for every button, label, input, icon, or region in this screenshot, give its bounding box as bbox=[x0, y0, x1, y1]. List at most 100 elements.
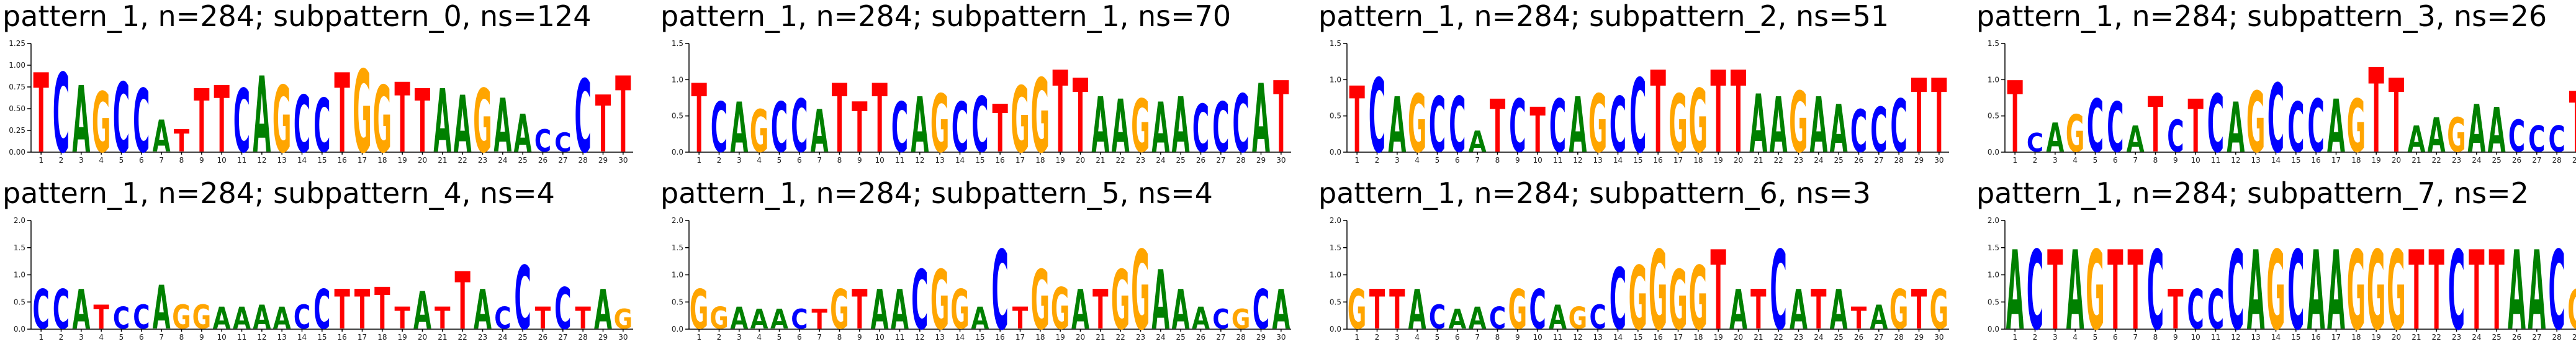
logo-letter: T bbox=[1931, 57, 1947, 175]
logo-letter: G bbox=[1689, 249, 1708, 350]
xtick-label: 18 bbox=[1693, 156, 1703, 165]
logo-letter: T bbox=[852, 88, 867, 168]
xtick-label: 16 bbox=[2312, 333, 2321, 342]
logo-letter: T bbox=[435, 301, 451, 336]
logo-letter: C bbox=[33, 278, 50, 342]
logo-letter: G bbox=[1689, 72, 1708, 173]
logo-letter: G bbox=[1232, 303, 1251, 335]
xtick-label: 22 bbox=[1116, 156, 1125, 165]
xtick-label: 9 bbox=[1515, 333, 1520, 342]
xtick-label: 5 bbox=[777, 333, 782, 342]
logo-letter: G bbox=[1889, 278, 1909, 342]
xtick-label: 22 bbox=[1774, 333, 1783, 342]
xtick-label: 2 bbox=[59, 333, 64, 342]
xtick-label: 22 bbox=[2432, 333, 2441, 342]
logo-letter: C bbox=[133, 72, 150, 173]
logo-letter: G bbox=[2367, 228, 2386, 354]
xtick-label: 13 bbox=[935, 333, 945, 342]
logo-letter: C bbox=[791, 86, 808, 170]
xtick-label: 4 bbox=[1415, 156, 1420, 165]
logo-letter: G bbox=[2246, 75, 2266, 171]
logo-letter: C bbox=[1429, 299, 1446, 337]
logo-letter: A bbox=[72, 278, 90, 342]
xtick-label: 3 bbox=[737, 156, 742, 165]
logo-letter: A bbox=[1071, 278, 1089, 342]
logo-letter: C bbox=[113, 63, 130, 175]
panel-title: pattern_1, n=284; subpattern_6, ns=3 bbox=[1318, 176, 1871, 210]
xtick-label: 19 bbox=[1056, 156, 1065, 165]
xtick-label: 27 bbox=[2532, 333, 2541, 342]
xtick-label: 24 bbox=[2472, 156, 2481, 165]
logo-letter: T bbox=[811, 303, 827, 335]
logo-letter: G bbox=[709, 301, 729, 336]
xtick-label: 7 bbox=[2133, 333, 2138, 342]
logo-letter: C bbox=[992, 228, 1009, 354]
logo-letter: T bbox=[1052, 47, 1068, 178]
logo-panel-0: pattern_1, n=284; subpattern_0, ns=124 0.… bbox=[2, 0, 633, 178]
logo-letter: A bbox=[971, 301, 989, 336]
xtick-label: 28 bbox=[1894, 333, 1904, 342]
logo-letter: C bbox=[952, 88, 968, 168]
ytick-label: 0.5 bbox=[1988, 112, 1999, 120]
ytick-label: 0.5 bbox=[672, 112, 683, 120]
xtick-label: 14 bbox=[955, 333, 965, 342]
logo-letter: T bbox=[1851, 301, 1867, 336]
xtick-label: 2 bbox=[717, 156, 722, 165]
xtick-label: 14 bbox=[2271, 333, 2281, 342]
panel-title: pattern_1, n=284; subpattern_3, ns=26 bbox=[1976, 0, 2547, 33]
xtick-label: 1 bbox=[38, 333, 43, 342]
xtick-label: 21 bbox=[438, 333, 447, 342]
xtick-label: 23 bbox=[2452, 156, 2461, 165]
logo-letter: G bbox=[2447, 109, 2466, 163]
xtick-label: 15 bbox=[1633, 333, 1642, 342]
logo-panel-6: pattern_1, n=284; subpattern_6, ns=3 0.0 0… bbox=[1318, 176, 1949, 354]
logo-letter: T bbox=[2007, 61, 2022, 175]
logo-letter: G bbox=[950, 278, 970, 342]
logo-letter: A bbox=[911, 82, 929, 170]
xtick-label: 12 bbox=[1573, 333, 1582, 342]
logo-letter: C bbox=[575, 59, 592, 175]
ytick-label: 2.0 bbox=[14, 216, 25, 225]
ytick-label: 1.0 bbox=[1988, 75, 1999, 84]
logo-letter: A bbox=[1091, 82, 1109, 170]
xtick-label: 17 bbox=[2331, 333, 2341, 342]
xtick-label: 8 bbox=[179, 156, 184, 165]
logo-letter: G bbox=[930, 78, 950, 171]
ytick-label: 0.0 bbox=[672, 325, 683, 334]
logo-letter: T bbox=[334, 278, 349, 342]
xtick-label: 23 bbox=[1136, 333, 1145, 342]
xtick-label: 8 bbox=[2153, 156, 2158, 165]
ytick-label: 1.5 bbox=[672, 39, 683, 48]
logo-letter: T bbox=[334, 51, 349, 177]
xtick-label: 11 bbox=[895, 333, 904, 342]
logo-letter: C bbox=[1233, 78, 1250, 171]
logo-letter: G bbox=[1031, 57, 1050, 175]
logo-letter: A bbox=[594, 278, 612, 342]
xtick-label: 15 bbox=[2291, 333, 2300, 342]
logo-letter: T bbox=[595, 79, 611, 170]
logo-letter: C bbox=[534, 124, 551, 159]
xtick-label: 9 bbox=[857, 156, 862, 165]
xtick-label: 10 bbox=[1533, 156, 1542, 165]
xtick-label: 27 bbox=[1874, 333, 1883, 342]
xtick-label: 6 bbox=[2113, 156, 2118, 165]
xtick-label: 22 bbox=[1774, 156, 1783, 165]
xtick-label: 18 bbox=[1035, 333, 1045, 342]
xtick-label: 16 bbox=[338, 156, 347, 165]
xtick-label: 24 bbox=[498, 156, 507, 165]
xtick-label: 28 bbox=[2552, 156, 2562, 165]
logo-letter: C bbox=[2107, 88, 2123, 168]
logo-letter: C bbox=[515, 249, 531, 350]
logo-letter: C bbox=[554, 276, 571, 342]
logo-letter: C bbox=[2549, 228, 2565, 354]
logo-letter: T bbox=[1389, 278, 1405, 342]
xtick-label: 25 bbox=[1176, 156, 1186, 165]
logo-letter: A bbox=[1809, 82, 1827, 170]
logo-letter: A bbox=[2327, 86, 2345, 170]
xtick-label: 17 bbox=[1673, 333, 1683, 342]
xtick-label: 22 bbox=[458, 333, 467, 342]
xtick-label: 9 bbox=[1515, 156, 1520, 165]
logo-letter: A bbox=[433, 72, 451, 173]
ytick-label: 1.00 bbox=[9, 61, 25, 70]
logo-letter: G bbox=[2347, 228, 2366, 354]
